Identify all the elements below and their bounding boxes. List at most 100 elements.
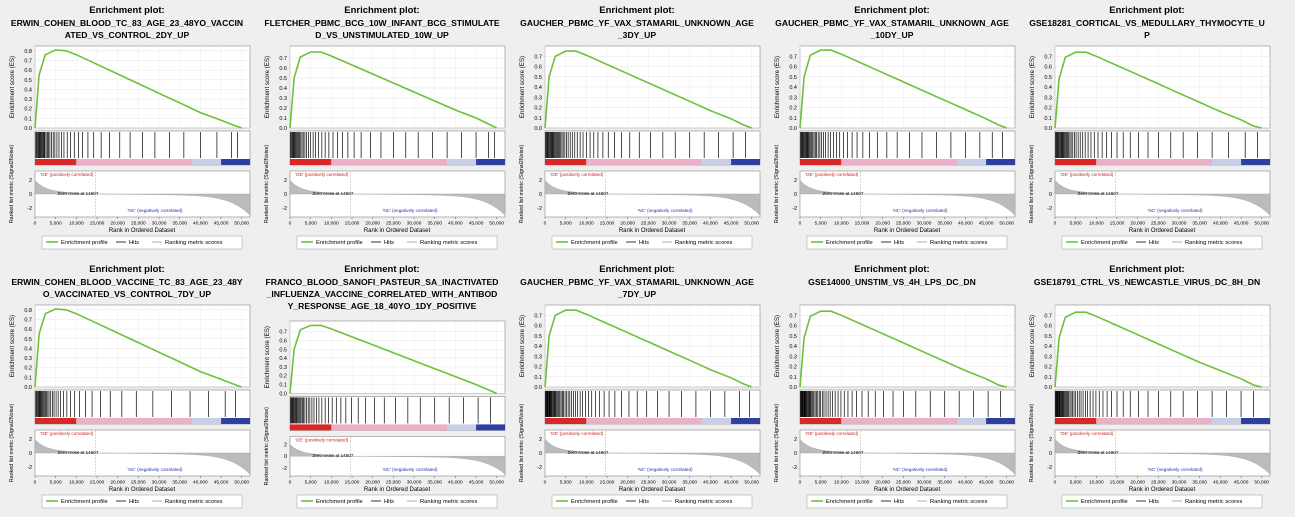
x-tick-label: 20,000	[365, 221, 380, 227]
es-tick-label: 0.1	[24, 116, 32, 122]
x-tick-label: 0	[1054, 221, 1057, 227]
x-tick-label: 40,000	[448, 480, 463, 486]
negative-correlation-label: 'NC' (negatively correlated)	[127, 467, 183, 472]
ranked-list-colorbar-segment	[545, 418, 587, 424]
zero-cross-label: Zero cross at 14607	[313, 191, 354, 196]
es-tick-label: 0.5	[279, 347, 287, 353]
metric-tick-label: -2	[282, 466, 287, 472]
ranked-list-colorbar-segment	[1241, 418, 1270, 424]
x-tick-label: 20,000	[110, 221, 125, 227]
x-tick-label: 0	[544, 221, 547, 227]
legend-metric-label: Ranking metric scores	[1185, 499, 1242, 505]
x-tick-label: 35,000	[172, 221, 187, 227]
es-tick-label: 0.1	[1044, 116, 1052, 122]
es-tick-label: 0.5	[1044, 75, 1052, 81]
metric-tick-label: 0	[794, 451, 797, 457]
es-tick-label: 0.1	[534, 116, 542, 122]
x-tick-label: 30,000	[662, 480, 677, 486]
positive-correlation-label: 'OE' (positively correlated)	[1060, 431, 1114, 436]
zero-cross-label: Zero cross at 14607	[568, 450, 609, 455]
ranked-list-colorbar-segment	[331, 159, 448, 165]
x-tick-label: 45,000	[1234, 221, 1249, 227]
x-axis-label: Rank in Ordered Dataset	[109, 487, 176, 493]
es-tick-label: 0.6	[534, 324, 542, 330]
es-axis-label: Enrichment score (ES)	[519, 315, 526, 377]
metric-tick-label: 2	[284, 178, 287, 184]
negative-correlation-label: 'NC' (negatively correlated)	[1147, 208, 1203, 213]
ranking-metric-area	[1054, 179, 1271, 216]
plot-title-line: _7DY_UP	[617, 289, 656, 299]
es-tick-label: 0.7	[789, 54, 797, 60]
ranked-list-colorbar-segment	[476, 424, 505, 431]
zero-cross-label: Zero cross at 14607	[823, 450, 864, 455]
legend-box	[41, 494, 243, 509]
legend-profile-label: Enrichment profile	[571, 499, 618, 505]
plot-title-line: GSE14000_UNSTIM_VS_4H_LPS_DC_DN	[808, 277, 976, 287]
es-tick-label: 0.7	[24, 317, 32, 323]
positive-correlation-label: 'OE' (positively correlated)	[805, 431, 859, 436]
enrichment-plot-panel: Enrichment plot: ERWIN_COHEN_BLOOD_VACCIN…	[0, 259, 255, 517]
es-tick-label: 0.0	[789, 385, 797, 391]
legend-hits-label: Hits	[384, 499, 394, 505]
x-tick-label: 10,000	[324, 221, 339, 227]
enrichment-plot-panel: Enrichment plot: ERWIN_COHEN_BLOOD_TC_83_…	[0, 0, 255, 258]
ranking-metric-area	[34, 438, 251, 475]
metric-tick-label: 0	[29, 451, 32, 457]
x-tick-label: 0	[544, 480, 547, 486]
x-tick-label: 45,000	[469, 480, 484, 486]
x-tick-label: 40,000	[703, 221, 718, 227]
legend-metric-label: Ranking metric scores	[675, 240, 732, 246]
legend-metric-label: Ranking metric scores	[930, 499, 987, 505]
ranked-list-colorbar-segment	[841, 159, 958, 165]
x-tick-label: 45,000	[214, 221, 229, 227]
positive-correlation-label: 'OE' (positively correlated)	[805, 172, 859, 177]
es-tick-label: 0.4	[534, 344, 542, 350]
negative-correlation-label: 'NC' (negatively correlated)	[637, 208, 693, 213]
x-tick-label: 5,000	[1070, 221, 1082, 227]
legend-profile-label: Enrichment profile	[571, 240, 618, 246]
x-tick-label: 10,000	[579, 221, 594, 227]
zero-cross-label: Zero cross at 14607	[313, 453, 354, 458]
x-tick-label: 50,000	[744, 221, 759, 227]
ranking-metric-area	[544, 438, 761, 475]
es-tick-label: 0.4	[24, 346, 32, 352]
x-tick-label: 30,000	[1172, 221, 1187, 227]
x-tick-label: 5,000	[50, 480, 62, 486]
plot-title-line: GAUCHER_PBMC_YF_VAX_STAMARIL_UNKNOWN_AGE	[520, 277, 754, 287]
es-axis-label: Enrichment score (ES)	[774, 56, 781, 118]
metric-tick-label: 2	[284, 442, 287, 448]
es-tick-label: 0.7	[279, 56, 287, 62]
plot-title-line: GSE18281_CORTICAL_VS_MEDULLARY_THYMOCYTE…	[1029, 18, 1265, 28]
ranked-list-colorbar-segment	[1096, 418, 1213, 424]
es-tick-label: 0.4	[789, 344, 797, 350]
es-tick-label: 0.6	[279, 338, 287, 344]
ranked-list-colorbar-segment	[731, 159, 760, 165]
enrichment-plot-panel: Enrichment plot: GSE14000_UNSTIM_VS_4H_LP…	[765, 259, 1020, 517]
plot-title-line: FRANCO_BLOOD_SANOFI_PASTEUR_SA_INACTIVAT…	[265, 277, 498, 287]
plot-title-line: FLETCHER_PBMC_BCG_10W_INFANT_BCG_STIMULA…	[264, 18, 500, 28]
x-tick-label: 40,000	[1213, 221, 1228, 227]
x-tick-label: 20,000	[620, 221, 635, 227]
positive-correlation-label: 'OE' (positively correlated)	[40, 172, 94, 177]
x-tick-label: 20,000	[875, 221, 890, 227]
x-tick-label: 15,000	[1110, 480, 1125, 486]
negative-correlation-label: 'NC' (negatively correlated)	[127, 208, 183, 213]
ranked-list-colorbar-segment	[841, 418, 958, 424]
ranked-list-colorbar-segment	[476, 159, 505, 165]
plot-title-prefix: Enrichment plot:	[89, 264, 164, 275]
ranked-list-colorbar-segment	[1212, 159, 1242, 165]
enrichment-profile-line	[289, 324, 498, 395]
legend-profile-label: Enrichment profile	[61, 499, 108, 505]
x-tick-label: 0	[34, 480, 37, 486]
ranked-list-colorbar-segment	[221, 159, 250, 165]
plot-title-prefix: Enrichment plot:	[1109, 264, 1184, 275]
metric-tick-label: -2	[537, 465, 542, 471]
ranked-list-colorbar-segment	[76, 418, 193, 424]
x-tick-label: 15,000	[855, 480, 870, 486]
es-tick-label: 0.8	[24, 308, 32, 314]
x-tick-label: 25,000	[386, 480, 401, 486]
metric-tick-label: 0	[1049, 451, 1052, 457]
enrichment-plot-svg: Enrichment plot: ERWIN_COHEN_BLOOD_TC_83_…	[9, 5, 251, 250]
x-tick-label: 25,000	[641, 480, 656, 486]
ranked-list-colorbar-segment	[1212, 418, 1242, 424]
